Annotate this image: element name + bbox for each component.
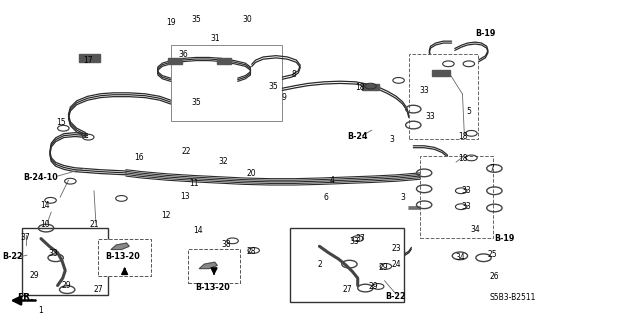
Bar <box>168 58 182 64</box>
Text: 26: 26 <box>490 272 499 281</box>
Text: 18: 18 <box>458 154 467 163</box>
Text: 10: 10 <box>40 220 50 229</box>
Text: 19: 19 <box>166 18 175 27</box>
Text: 12: 12 <box>161 211 171 220</box>
Text: 18: 18 <box>458 132 467 141</box>
Text: 27: 27 <box>93 285 103 294</box>
Text: 37: 37 <box>20 233 31 242</box>
Polygon shape <box>199 262 217 269</box>
Text: 2: 2 <box>317 260 322 269</box>
Text: B-24: B-24 <box>348 132 368 141</box>
Text: 29: 29 <box>368 282 378 291</box>
Text: 35: 35 <box>268 82 278 91</box>
Bar <box>432 70 450 76</box>
Text: B-19: B-19 <box>495 234 515 243</box>
Bar <box>290 228 404 302</box>
Bar <box>99 239 151 276</box>
Polygon shape <box>111 243 129 249</box>
Text: 34: 34 <box>455 253 465 262</box>
Bar <box>216 58 230 64</box>
Text: 3: 3 <box>400 193 405 202</box>
Text: 25: 25 <box>487 250 497 259</box>
Text: 29: 29 <box>61 281 71 290</box>
Text: 21: 21 <box>89 220 99 229</box>
Text: 33: 33 <box>461 186 471 195</box>
Text: 29: 29 <box>30 271 40 280</box>
Text: 13: 13 <box>180 192 190 201</box>
Text: 15: 15 <box>56 118 65 127</box>
Text: S5B3-B2511: S5B3-B2511 <box>489 293 536 302</box>
Text: 18: 18 <box>356 83 365 92</box>
Text: 9: 9 <box>282 93 287 102</box>
Text: 35: 35 <box>191 15 201 24</box>
Text: 3: 3 <box>390 135 395 144</box>
Text: 34: 34 <box>470 225 480 234</box>
Text: FR.: FR. <box>17 293 34 302</box>
Text: B-24-10: B-24-10 <box>24 173 58 182</box>
Text: 23: 23 <box>391 244 401 253</box>
Bar <box>420 156 493 238</box>
Text: 20: 20 <box>247 169 257 178</box>
Text: 14: 14 <box>193 226 203 235</box>
Bar <box>188 249 240 283</box>
Text: B-13-20: B-13-20 <box>195 283 230 292</box>
Text: B-19: B-19 <box>476 29 495 38</box>
Text: 16: 16 <box>134 153 143 162</box>
Bar <box>409 54 478 139</box>
Text: B-13-20: B-13-20 <box>106 252 140 261</box>
Text: 8: 8 <box>291 70 296 79</box>
Text: 33: 33 <box>461 202 471 211</box>
Text: 5: 5 <box>467 107 471 115</box>
Bar <box>362 84 380 90</box>
Text: 4: 4 <box>330 176 335 185</box>
Text: 32: 32 <box>219 157 228 166</box>
Text: 33: 33 <box>426 112 435 121</box>
Text: 14: 14 <box>40 201 50 210</box>
Text: 29: 29 <box>378 263 388 272</box>
Text: 33: 33 <box>419 86 429 95</box>
Text: 17: 17 <box>83 56 92 65</box>
Text: 30: 30 <box>243 15 252 24</box>
Text: 28: 28 <box>247 247 257 256</box>
Text: 24: 24 <box>391 260 401 269</box>
Text: 7: 7 <box>490 164 494 173</box>
Text: 1: 1 <box>38 306 44 315</box>
Text: 38: 38 <box>221 241 231 249</box>
Text: 27: 27 <box>342 285 353 294</box>
Text: 31: 31 <box>211 34 220 43</box>
Text: B-22: B-22 <box>3 252 23 261</box>
Bar <box>171 45 282 121</box>
Text: 11: 11 <box>189 179 199 188</box>
Text: 6: 6 <box>323 193 328 202</box>
Text: 33: 33 <box>49 249 59 258</box>
Text: 36: 36 <box>179 50 188 59</box>
Bar <box>79 54 100 62</box>
Text: 35: 35 <box>191 98 201 107</box>
Text: 33: 33 <box>349 237 359 246</box>
Text: B-22: B-22 <box>386 292 406 300</box>
Text: 37: 37 <box>355 234 365 243</box>
Bar <box>22 228 108 295</box>
Text: 22: 22 <box>182 147 191 156</box>
